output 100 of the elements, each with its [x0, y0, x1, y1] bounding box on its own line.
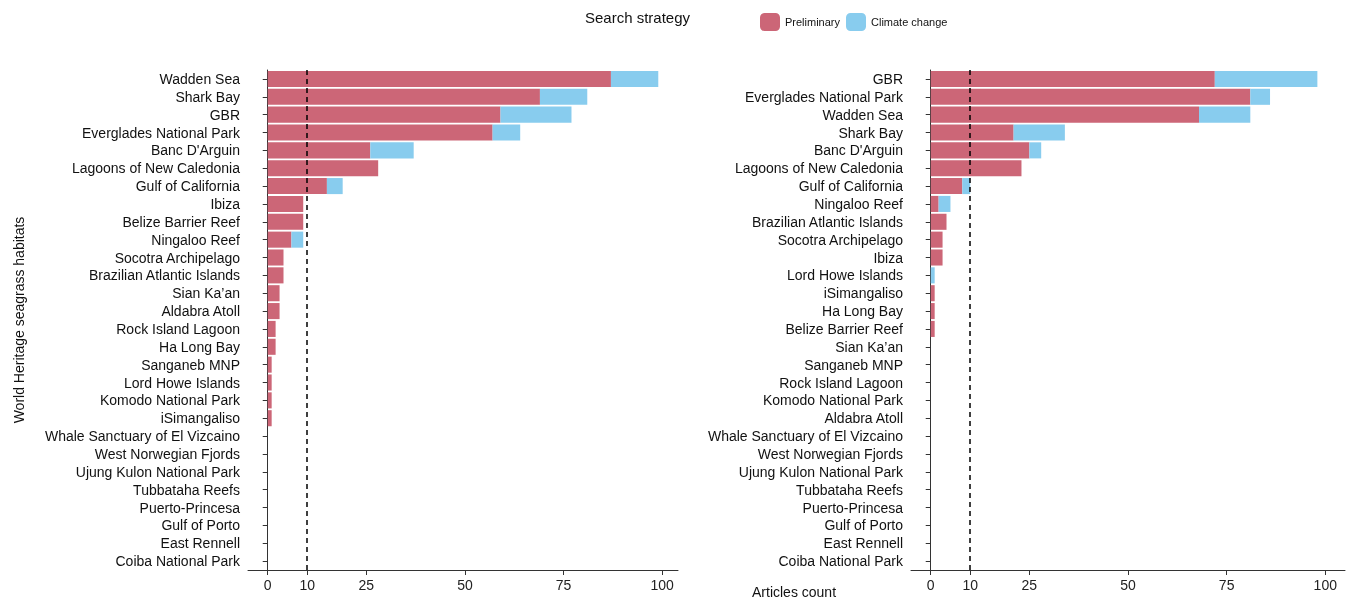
bar	[930, 267, 935, 284]
bar	[930, 178, 963, 195]
x-tick-label: 100	[650, 577, 675, 593]
y-tick-label: East Rennell	[823, 535, 903, 552]
bar	[610, 70, 659, 87]
bar	[930, 160, 1022, 177]
x-tick-label: 10	[299, 577, 316, 593]
y-tick-label: Lagoons of New Caledonia	[71, 160, 241, 177]
y-tick-label: Shark Bay	[175, 88, 240, 105]
x-tick-label: 25	[358, 577, 375, 593]
y-tick-label: Ujung Kulon National Park	[75, 463, 241, 480]
y-tick-label: Sanganeb MNP	[141, 356, 240, 373]
y-tick-label: Lord Howe Islands	[124, 374, 240, 391]
y-tick-label: Everglades National Park	[745, 88, 904, 105]
y-tick-label: Banc D'Arguin	[150, 142, 240, 159]
y-tick-label: Belize Barrier Reef	[122, 213, 241, 230]
x-tick-label: 75	[555, 577, 572, 593]
y-tick-label: Ibiza	[873, 249, 904, 266]
bar	[930, 320, 935, 337]
bar	[267, 303, 280, 320]
y-tick-label: Ibiza	[210, 195, 241, 212]
y-tick-label: Whale Sanctuary of El Vizcaino	[44, 428, 241, 445]
y-tick-label: West Norwegian Fjords	[757, 445, 903, 462]
y-tick-label: Ujung Kulon National Park	[738, 463, 904, 480]
y-tick-label: Ha Long Bay	[822, 303, 903, 320]
y-tick-label: Belize Barrier Reef	[785, 320, 904, 337]
x-tick-label: 0	[926, 577, 935, 593]
bar	[1199, 106, 1251, 123]
bar	[267, 213, 304, 230]
bar	[1250, 88, 1271, 105]
y-tick-label: Rock Island Lagoon	[116, 320, 240, 337]
y-tick-label: Shark Bay	[838, 124, 903, 141]
bar	[267, 160, 379, 177]
y-tick-label: Socotra Archipelago	[114, 249, 241, 266]
y-tick-label: Komodo National Park	[99, 392, 241, 409]
y-tick-label: Tubbataha Reefs	[796, 481, 903, 498]
y-tick-label: Ha Long Bay	[159, 338, 240, 355]
bar	[962, 178, 971, 195]
y-tick-label: Ningaloo Reef	[151, 231, 241, 248]
y-tick-label: Socotra Archipelago	[777, 231, 904, 248]
bar	[930, 88, 1251, 105]
y-tick-label: iSimangaliso	[823, 285, 904, 302]
y-tick-label: Gulf of California	[798, 178, 904, 195]
bar	[267, 178, 327, 195]
y-tick-label: East Rennell	[160, 535, 240, 552]
y-tick-label: Lord Howe Islands	[787, 267, 903, 284]
y-tick-label: GBR	[872, 70, 903, 87]
bar	[267, 70, 611, 87]
y-tick-label: Coiba National Park	[778, 553, 904, 570]
y-tick-label: Aldabra Atoll	[824, 410, 903, 427]
bar	[326, 178, 343, 195]
x-tick-label: 50	[457, 577, 473, 593]
bar	[930, 303, 935, 320]
bar	[267, 285, 280, 302]
y-tick-label: Wadden Sea	[822, 106, 904, 123]
x-tick-label: 10	[962, 577, 979, 593]
y-tick-label: Brazilian Atlantic Islands	[752, 213, 903, 230]
y-tick-label: Gulf of Porto	[161, 517, 241, 534]
x-tick-label: 25	[1021, 577, 1038, 593]
bar	[267, 410, 272, 427]
y-tick-label: Ningaloo Reef	[814, 195, 904, 212]
y-tick-label: Gulf of Porto	[824, 517, 904, 534]
y-tick-label: Wadden Sea	[159, 70, 241, 87]
legend-title: Search strategy	[585, 9, 691, 26]
bar	[291, 231, 304, 248]
bar	[938, 195, 951, 212]
bar	[930, 70, 1215, 87]
y-tick-label: Komodo National Park	[762, 392, 904, 409]
y-tick-label: West Norwegian Fjords	[94, 445, 240, 462]
y-axis-title: World Heritage seagrass habitats	[11, 216, 27, 424]
bar	[930, 195, 939, 212]
y-tick-label: Sian Ka’an	[835, 338, 903, 355]
bar	[267, 338, 276, 355]
y-tick-label: Gulf of California	[135, 178, 241, 195]
y-tick-label: Lagoons of New Caledonia	[734, 160, 904, 177]
y-tick-label: Banc D'Arguin	[813, 142, 903, 159]
bar	[267, 195, 304, 212]
y-tick-label: Brazilian Atlantic Islands	[89, 267, 240, 284]
bar	[267, 88, 540, 105]
x-tick-label: 75	[1218, 577, 1235, 593]
y-tick-label: GBR	[209, 106, 240, 123]
x-tick-label: 100	[1313, 577, 1338, 593]
y-tick-label: Sian Ka’an	[172, 285, 240, 302]
y-tick-label: Sanganeb MNP	[804, 356, 903, 373]
legend-label: Climate change	[871, 16, 948, 28]
bar	[370, 142, 414, 159]
y-tick-label: Everglades National Park	[82, 124, 241, 141]
x-tick-label: 50	[1120, 577, 1136, 593]
y-tick-label: Whale Sanctuary of El Vizcaino	[707, 428, 904, 445]
y-tick-label: Puerto-Princesa	[139, 499, 241, 516]
x-tick-label: 0	[263, 577, 272, 593]
bar	[267, 320, 276, 337]
y-tick-label: iSimangaliso	[160, 410, 241, 427]
bar	[930, 285, 935, 302]
y-tick-label: Aldabra Atoll	[161, 303, 240, 320]
y-tick-label: Tubbataha Reefs	[133, 481, 240, 498]
y-tick-label: Coiba National Park	[115, 553, 241, 570]
legend-label: Preliminary	[785, 16, 841, 28]
bar	[539, 88, 588, 105]
y-tick-label: Puerto-Princesa	[802, 499, 904, 516]
